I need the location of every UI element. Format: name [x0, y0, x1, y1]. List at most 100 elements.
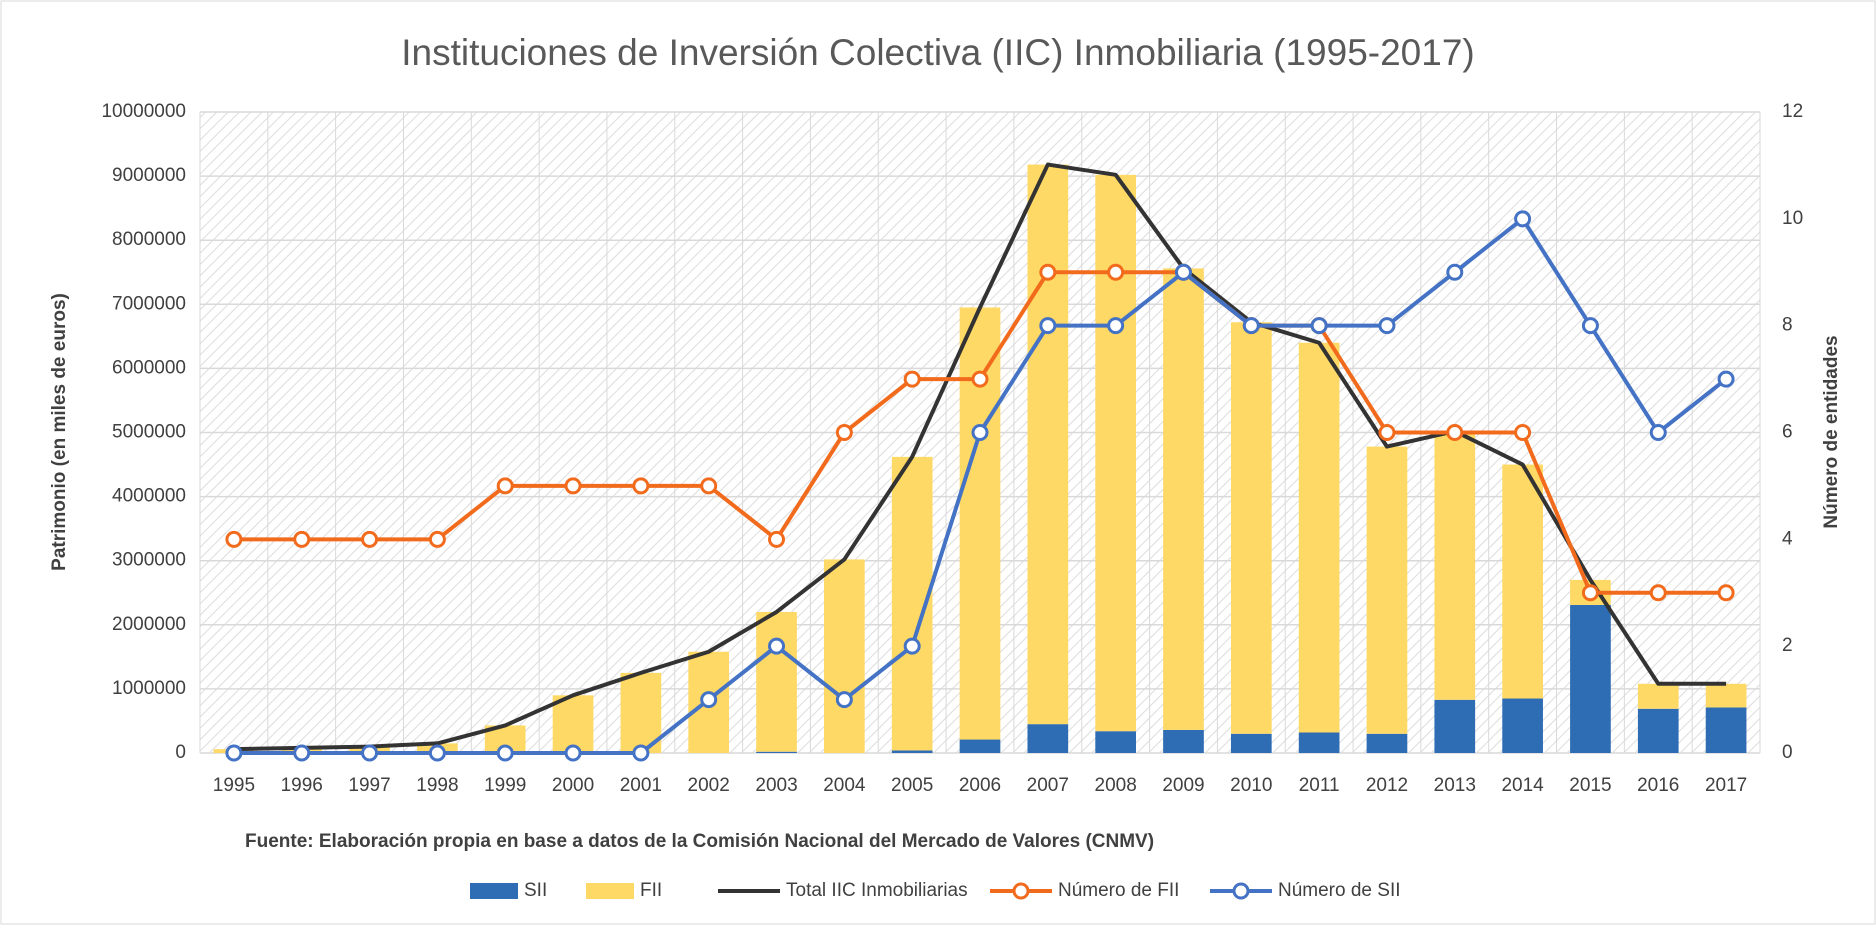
line-marker	[1039, 263, 1057, 281]
x-tick-label: 1997	[348, 775, 390, 796]
line-marker	[632, 744, 650, 762]
line	[233, 162, 1727, 752]
chart-title: Instituciones de Inversión Colectiva (II…	[401, 32, 1475, 73]
line-marker	[1446, 263, 1464, 281]
y-tick-label: 9000000	[112, 165, 186, 186]
x-tick-label: 2017	[1705, 775, 1747, 796]
x-tick-label: 2011	[1299, 775, 1340, 796]
bar-segment	[1230, 322, 1272, 734]
x-tick-label: 2016	[1637, 775, 1679, 796]
y-axis-label: Patrimonio (en miles de euros)	[49, 293, 70, 571]
bar-segment	[1163, 268, 1204, 730]
bar-segment	[620, 672, 662, 753]
bar-segment	[891, 750, 933, 753]
y2-tick-label: 12	[1782, 101, 1803, 122]
x-tick-label: 2008	[1095, 775, 1137, 796]
bar-segment	[1366, 733, 1408, 753]
y2-tick-label: 10	[1782, 208, 1803, 229]
line-marker	[428, 744, 446, 762]
x-tick-label: 1998	[416, 775, 458, 796]
bar-segment	[1637, 683, 1679, 709]
line-marker	[1242, 317, 1260, 335]
line-marker	[1310, 317, 1328, 335]
line-marker	[1581, 317, 1599, 335]
bar-segment	[1366, 446, 1408, 734]
legend-label: SII	[524, 880, 547, 901]
bar-segment	[1163, 729, 1204, 753]
line-marker	[971, 424, 989, 441]
bar-segment	[1027, 164, 1069, 725]
x-tick-label: 2005	[891, 775, 933, 796]
x-tick-label: 2012	[1366, 775, 1408, 796]
bar-segment	[1095, 731, 1136, 753]
y2-tick-label: 6	[1782, 422, 1793, 443]
line-marker	[903, 637, 921, 655]
legend-marker	[1012, 882, 1030, 900]
line-marker	[768, 530, 786, 548]
legend-swatch	[586, 883, 634, 899]
x-tick-label: 2002	[688, 775, 730, 796]
bar-segment	[1095, 174, 1136, 732]
x-tick-label: 2010	[1230, 775, 1272, 796]
line-marker	[1107, 263, 1125, 281]
x-tick-label: 1995	[213, 775, 255, 796]
line-marker	[1581, 584, 1599, 602]
y-tick-label: 6000000	[112, 357, 186, 378]
line-marker	[1717, 370, 1735, 388]
bar-segment	[756, 751, 797, 753]
bar-segment	[552, 695, 594, 753]
line-marker	[1378, 424, 1396, 441]
x-tick-label: 2003	[755, 775, 797, 796]
line-marker	[225, 530, 243, 548]
x-tick-label: 1996	[281, 775, 323, 796]
x-tick-label: 2007	[1027, 775, 1069, 796]
y-tick-label: 3000000	[112, 550, 186, 571]
bar-segment	[1230, 733, 1272, 753]
line-marker	[361, 744, 379, 762]
legend-label: Número de FII	[1058, 880, 1179, 901]
bar-segment	[1298, 732, 1340, 753]
line-marker	[835, 424, 853, 441]
line-marker	[496, 477, 514, 495]
y2-tick-label: 0	[1782, 742, 1793, 763]
x-tick-label: 2000	[552, 775, 594, 796]
line-marker	[496, 744, 514, 762]
legend-swatch	[470, 883, 518, 899]
bar-segment	[756, 611, 797, 752]
y-tick-label: 4000000	[112, 486, 186, 507]
y-tick-label: 1000000	[112, 678, 186, 699]
line-marker	[1514, 210, 1532, 228]
legend-label: FII	[640, 880, 662, 901]
x-tick-label: 2014	[1501, 775, 1544, 796]
x-tick-label: 2001	[620, 775, 662, 796]
line-marker	[835, 691, 853, 709]
line-marker	[1649, 424, 1667, 441]
x-tick-label: 2009	[1162, 775, 1204, 796]
line-marker	[903, 370, 921, 388]
bar-segment	[1637, 708, 1679, 753]
y-tick-label: 2000000	[112, 614, 186, 635]
y-tick-label: 0	[175, 742, 186, 763]
line-marker	[564, 477, 582, 495]
line-marker	[1039, 317, 1057, 335]
y2-tick-label: 4	[1782, 528, 1793, 549]
y-tick-label: 5000000	[112, 422, 186, 443]
line-marker	[1717, 584, 1735, 602]
line-marker	[1107, 317, 1125, 335]
y-tick-label: 7000000	[112, 293, 186, 314]
line-marker	[700, 477, 718, 495]
y2-tick-label: 8	[1782, 315, 1793, 336]
y-tick-label: 8000000	[112, 229, 186, 250]
bar-segment	[1570, 604, 1611, 753]
line-marker	[564, 744, 582, 762]
bar-segment	[1434, 699, 1476, 753]
line-marker	[361, 530, 379, 548]
line-marker	[1174, 263, 1192, 281]
legend-label: Número de SII	[1278, 880, 1401, 901]
bar-segment	[1502, 464, 1543, 699]
line-marker	[293, 530, 311, 548]
x-tick-label: 2013	[1434, 775, 1476, 796]
line-marker	[632, 477, 650, 495]
line-marker	[768, 637, 786, 655]
